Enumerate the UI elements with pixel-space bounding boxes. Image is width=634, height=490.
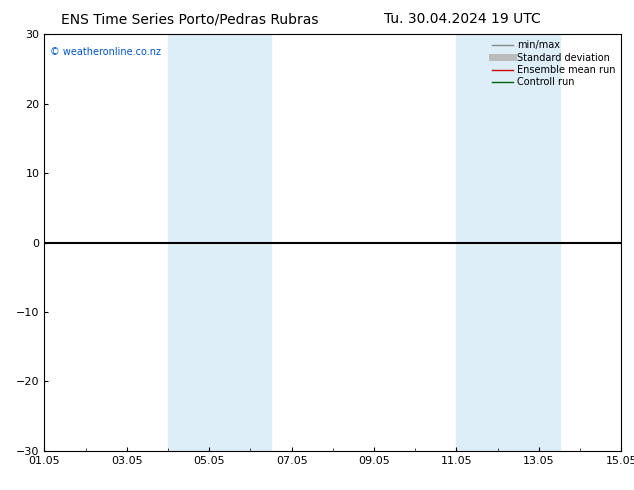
Bar <box>456 34 498 451</box>
Bar <box>498 34 559 451</box>
Legend: min/max, Standard deviation, Ensemble mean run, Controll run: min/max, Standard deviation, Ensemble me… <box>488 36 619 91</box>
Bar <box>209 34 271 451</box>
Text: Tu. 30.04.2024 19 UTC: Tu. 30.04.2024 19 UTC <box>384 12 541 26</box>
Text: ENS Time Series Porto/Pedras Rubras: ENS Time Series Porto/Pedras Rubras <box>61 12 319 26</box>
Text: © weatheronline.co.nz: © weatheronline.co.nz <box>50 47 161 57</box>
Bar <box>168 34 209 451</box>
